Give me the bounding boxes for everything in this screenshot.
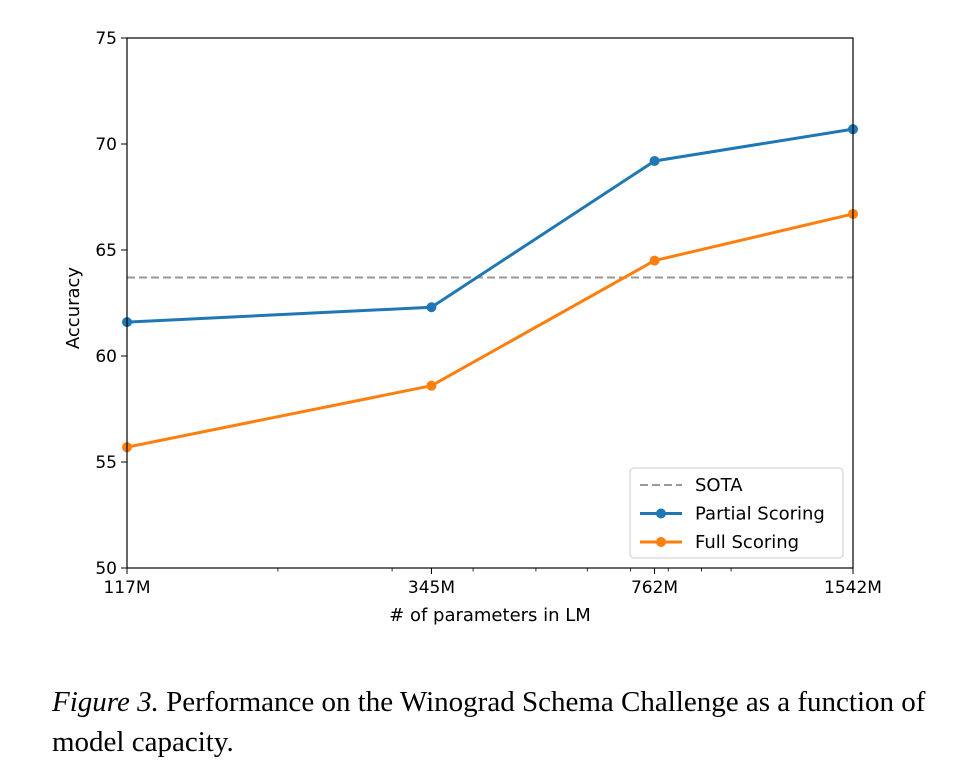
series-lines (126, 127, 854, 449)
x-axis-ticks: 117M 345M 762M 1542M (103, 568, 882, 598)
legend-full-scoring-label: Full Scoring (695, 532, 799, 553)
full-scoring-point (649, 255, 660, 266)
legend: SOTA Partial Scoring Full Scoring (629, 467, 844, 559)
partial-scoring-line (126, 127, 854, 324)
series-points (122, 124, 858, 453)
legend-box (629, 467, 844, 559)
plot-frame (126, 37, 854, 569)
caption-text: Performance on the Winograd Schema Chall… (52, 686, 926, 758)
y-tick-label: 70 (95, 135, 117, 155)
y-tick-label: 60 (95, 347, 117, 367)
x-tick-label: 1542M (824, 578, 882, 598)
line-chart: 117M 345M 762M 1542M 50 55 60 65 70 75 # of para… (63, 29, 882, 626)
y-tick-label: 55 (95, 453, 117, 473)
x-tick-label: 345M (408, 578, 455, 598)
legend-partial-scoring-label: Partial Scoring (695, 504, 825, 525)
legend-sota-label: SOTA (695, 475, 743, 496)
x-tick-label: 117M (103, 578, 150, 598)
figure-label: Figure 3. (52, 686, 159, 718)
figure-caption: Figure 3. Performance on the Winograd Sc… (52, 682, 932, 762)
x-axis-label: # of parameters in LM (389, 605, 591, 626)
y-tick-label: 65 (95, 241, 117, 261)
y-tick-label: 50 (95, 559, 117, 579)
full-scoring-line (126, 212, 854, 449)
y-axis-ticks: 50 55 60 65 70 75 (95, 29, 127, 579)
legend-partial-scoring-marker (656, 508, 666, 519)
x-tick-label: 762M (631, 578, 678, 598)
y-axis-label: Accuracy (63, 267, 84, 350)
partial-scoring-point (649, 155, 660, 166)
full-scoring-point (426, 380, 437, 391)
y-tick-label: 75 (95, 29, 117, 49)
partial-scoring-point (426, 302, 437, 313)
legend-full-scoring-marker (656, 537, 666, 547)
